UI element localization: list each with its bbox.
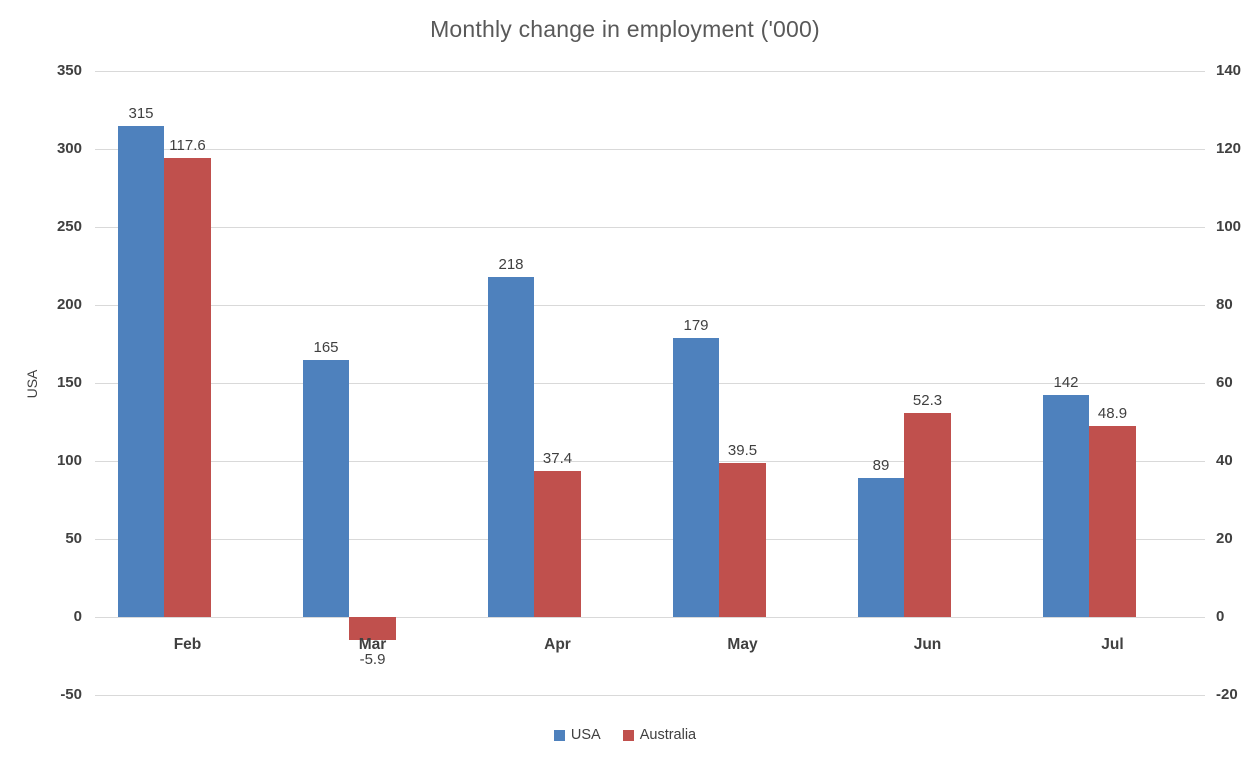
data-label-australia-may: 39.5 (727, 441, 758, 459)
chart-title: Monthly change in employment ('000) (430, 16, 820, 42)
y-axis-tick-label-left: 50 (65, 530, 82, 547)
data-label-australia-jul: 48.9 (1097, 405, 1128, 423)
legend-marker-icon (553, 729, 565, 741)
data-label-usa-feb: 315 (128, 104, 154, 122)
gridline (95, 617, 1205, 618)
x-axis-label-apr: Apr (544, 636, 571, 653)
x-axis-label-feb: Feb (173, 636, 202, 653)
y-axis-tick-label-right: 0 (1216, 608, 1225, 625)
x-axis-label-mar: Mar (358, 636, 387, 653)
data-label-australia-jun: 52.3 (912, 392, 943, 410)
y-axis-tick-label-right: 100 (1216, 218, 1242, 235)
bar-usa-feb[interactable] (118, 125, 164, 617)
gridline (95, 695, 1205, 696)
y-axis-tick-label-right: 60 (1216, 374, 1233, 391)
y-axis-tick-label-right: -20 (1216, 686, 1238, 703)
y-axis-tick-label-right: 20 (1216, 530, 1233, 547)
y-axis-tick-label-left: 200 (56, 296, 82, 313)
bar-australia-jun[interactable] (904, 413, 951, 617)
gridline (95, 461, 1205, 462)
bar-australia-may[interactable] (719, 462, 766, 617)
legend-marker-icon (622, 729, 634, 741)
data-label-usa-jul: 142 (1053, 374, 1079, 392)
bar-australia-jul[interactable] (1089, 426, 1136, 617)
data-label-usa-apr: 218 (498, 255, 524, 273)
data-label-australia-apr: 37.4 (542, 450, 573, 468)
y-axis-tick-label-right: 140 (1216, 62, 1242, 79)
gridline (95, 149, 1205, 150)
bar-usa-jun[interactable] (858, 478, 904, 617)
legend-label: USA (570, 727, 601, 743)
bar-usa-may[interactable] (673, 337, 719, 617)
data-label-usa-jun: 89 (872, 457, 890, 475)
y-axis-tick-label-left: 150 (56, 374, 82, 391)
bar-usa-apr[interactable] (488, 276, 534, 617)
gridline (95, 227, 1205, 228)
legend-item-australia[interactable]: Australia (622, 727, 697, 743)
y-axis-tick-label-left: 300 (56, 140, 82, 157)
legend-item-usa[interactable]: USA (553, 727, 601, 743)
bar-usa-jul[interactable] (1043, 395, 1089, 617)
y-axis-tick-label-left: -50 (60, 686, 82, 703)
data-label-usa-may: 179 (683, 316, 709, 334)
bar-australia-apr[interactable] (534, 471, 581, 617)
y-axis-tick-label-right: 40 (1216, 452, 1233, 469)
bar-usa-mar[interactable] (303, 359, 349, 617)
y-axis-tick-label-left: 0 (73, 608, 82, 625)
gridline (95, 305, 1205, 306)
y-axis-tick-label-left: 100 (56, 452, 82, 469)
bar-australia-feb[interactable] (164, 158, 211, 617)
gridline (95, 383, 1205, 384)
y-axis-tick-label-right: 80 (1216, 296, 1233, 313)
x-axis-label-may: May (727, 636, 758, 653)
gridline (95, 539, 1205, 540)
y-axis-tick-label-right: 120 (1216, 140, 1242, 157)
legend-label: Australia (639, 727, 697, 743)
y-axis-tick-label-left: 250 (56, 218, 82, 235)
legend: USA Australia (0, 727, 1250, 743)
data-label-usa-mar: 165 (313, 338, 339, 356)
data-label-australia-feb: 117.6 (169, 137, 206, 155)
x-axis-label-jul: Jul (1101, 636, 1124, 653)
data-label-australia-mar: -5.9 (359, 651, 386, 668)
bar-australia-mar[interactable] (349, 617, 396, 640)
gridline (95, 71, 1205, 72)
y-axis-tick-label-left: 350 (56, 62, 82, 79)
x-axis-label-jun: Jun (913, 636, 942, 653)
